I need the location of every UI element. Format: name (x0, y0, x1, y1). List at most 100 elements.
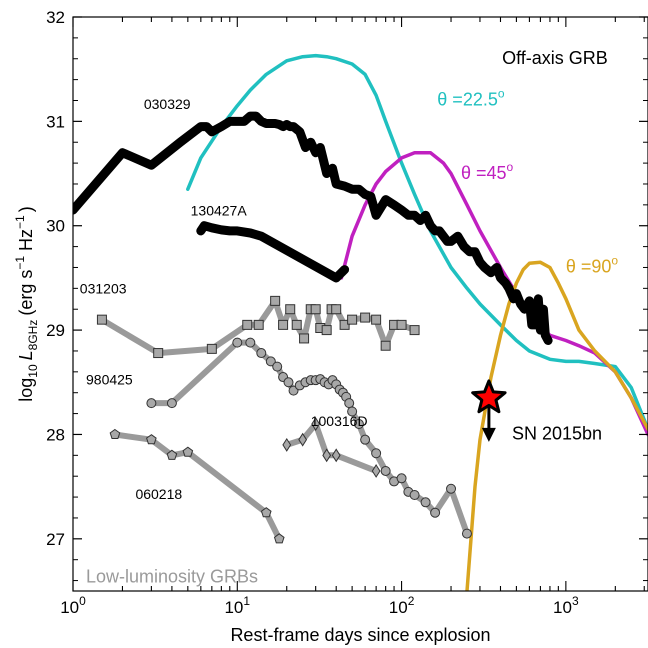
series-980425 (146, 337, 472, 539)
data-point-980425 (446, 483, 457, 494)
ylabel-units-exp2: −1 (13, 215, 27, 229)
annotation-theta-22: θ =22.5o (437, 87, 505, 110)
star-marker (471, 379, 507, 414)
ylabel-log: log (16, 378, 36, 402)
plot-frame (72, 16, 648, 592)
series-45 (339, 150, 648, 437)
series-line-45 (339, 150, 648, 437)
data-point-980425 (409, 489, 420, 500)
data-point-100316d (322, 448, 332, 463)
data-point-060218 (109, 428, 121, 439)
theta-45-text: θ =45 (461, 163, 507, 183)
theta-90-degree: o (611, 254, 618, 268)
data-point-060218 (273, 533, 285, 544)
series-line-130427a (196, 221, 350, 283)
y-tick-label: 30 (46, 217, 65, 236)
ylabel-units-exp1: −1 (13, 256, 27, 270)
data-point-031203 (270, 295, 281, 306)
data-point-100316d (298, 432, 308, 447)
annotations: Off-axis GRB θ =22.5o θ =45o θ =90o SN 2… (86, 48, 618, 587)
data-point-060218 (260, 507, 272, 518)
plot-series (73, 53, 648, 591)
annotation-theta-45: θ =45o (461, 160, 514, 183)
theta-22-degree: o (498, 87, 505, 101)
series-130427a (196, 221, 350, 283)
y-tick-label: 28 (46, 425, 65, 444)
y-tick-label: 31 (46, 112, 65, 131)
data-point-060218 (166, 449, 178, 460)
data-point-980425 (245, 337, 256, 348)
data-point-100316d (371, 464, 381, 478)
data-point-031203 (360, 312, 371, 323)
data-point-980425 (232, 337, 243, 348)
data-point-980425 (146, 398, 157, 409)
data-point-031203 (331, 304, 342, 315)
data-point-980425 (420, 497, 431, 508)
data-point-980425 (344, 398, 355, 409)
series-label-100316d: 100316D (311, 413, 368, 429)
series-label-980425: 980425 (86, 371, 133, 387)
data-point-031203 (285, 304, 296, 315)
data-point-980425 (166, 398, 177, 409)
ylabel-L-sub: 8GHz (26, 320, 40, 351)
data-point-980425 (380, 465, 391, 476)
x-axis-title: Rest-frame days since explosion (230, 625, 490, 645)
series-line-980425 (148, 339, 470, 537)
data-point-031203 (242, 319, 253, 330)
ylabel-log-sub: 10 (26, 364, 40, 378)
series-100316d (282, 417, 381, 478)
annotation-theta-90: θ =90o (566, 254, 619, 277)
ylabel-units-mid: Hz (16, 229, 36, 256)
data-point-100316d (331, 448, 341, 463)
data-point-031203 (380, 340, 391, 351)
data-point-031203 (96, 314, 107, 325)
data-point-980425 (360, 434, 371, 445)
data-point-060218 (182, 446, 194, 457)
data-point-031203 (278, 319, 289, 330)
series-label-130427a: 130427A (191, 202, 248, 218)
y-axis-title: log10L8GHz(erg s−1 Hz−1) (13, 206, 40, 401)
ylabel-units-open: (erg s (16, 270, 36, 316)
data-point-031203 (396, 319, 407, 330)
data-point-031203 (339, 319, 350, 330)
data-point-031203 (299, 333, 310, 344)
series-label-031203: 031203 (80, 281, 127, 297)
y-axis-title-text: log10L8GHz(erg s−1 Hz−1) (13, 206, 40, 401)
data-point-980425 (371, 448, 382, 459)
data-point-980425 (265, 356, 276, 367)
x-tick-label: 103 (553, 594, 579, 617)
data-point-980425 (353, 419, 364, 430)
series-line-22-5 (186, 53, 648, 431)
ylabel-L: L (16, 350, 36, 360)
series-line-030329 (73, 111, 553, 345)
data-point-031203 (371, 314, 382, 325)
data-point-980425 (272, 361, 283, 372)
data-point-031203 (291, 319, 302, 330)
data-point-031203 (409, 325, 420, 336)
theta-45-degree: o (507, 160, 514, 174)
data-point-031203 (347, 314, 358, 325)
data-point-100316d (311, 417, 321, 431)
data-point-980425 (461, 528, 472, 539)
data-point-060218 (146, 434, 157, 445)
series-030329 (73, 111, 553, 345)
y-tick-label: 29 (46, 321, 65, 340)
data-point-031203 (321, 325, 332, 336)
data-point-031203 (310, 304, 321, 315)
y-tick-label: 27 (46, 530, 65, 549)
data-point-980425 (347, 406, 358, 417)
y-tick-label: 32 (46, 8, 65, 27)
data-point-980425 (396, 473, 407, 484)
theta-22-text: θ =22.5 (437, 90, 498, 110)
upper-limit-arrow-head (481, 427, 496, 442)
series-060218 (109, 428, 285, 544)
annotation-off-axis: Off-axis GRB (502, 48, 608, 68)
series-22-5 (186, 53, 648, 431)
data-point-031203 (253, 319, 264, 330)
annotation-low-luminosity: Low-luminosity GRBs (86, 567, 258, 587)
data-point-031203 (206, 343, 217, 354)
series-label-060218: 060218 (135, 486, 182, 502)
theta-90-text: θ =90 (566, 257, 612, 277)
data-point-980425 (430, 507, 441, 518)
